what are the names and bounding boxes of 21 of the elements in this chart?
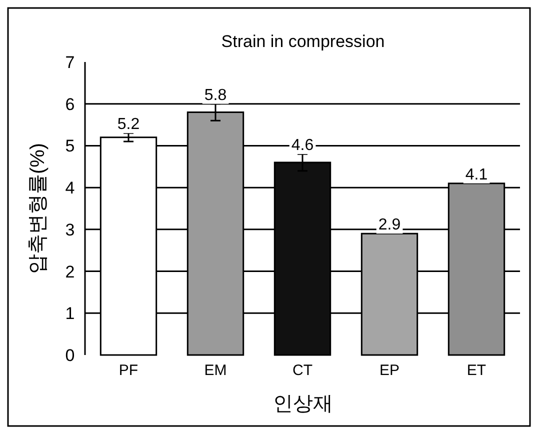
- y-tick-label: 1: [65, 304, 75, 324]
- x-tick-label: ET: [466, 362, 486, 379]
- x-tick-label: EP: [379, 362, 400, 379]
- data-label: 5.2: [117, 116, 140, 134]
- y-tick-label: 6: [65, 94, 75, 114]
- data-label: 5.8: [204, 86, 227, 104]
- x-tick-label: EM: [204, 362, 227, 379]
- y-tick-label: 5: [65, 136, 75, 156]
- y-tick-label: 2: [65, 262, 75, 282]
- chart-title: Strain in compression: [221, 32, 385, 51]
- data-label: 2.9: [378, 216, 401, 234]
- x-tick-label: PF: [118, 362, 138, 379]
- y-axis-title: 압축변형률(%): [27, 142, 49, 274]
- x-tick-label: CT: [292, 362, 312, 379]
- data-label: 4.6: [291, 137, 314, 154]
- y-tick-label: 0: [65, 346, 75, 365]
- y-tick-label: 7: [65, 53, 75, 72]
- x-axis-title: 인상재: [273, 393, 333, 415]
- data-label: 4.1: [465, 166, 488, 184]
- y-tick-label: 3: [65, 220, 75, 240]
- y-tick-label: 4: [65, 178, 75, 198]
